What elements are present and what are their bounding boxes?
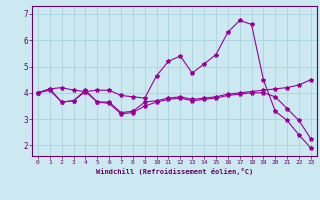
X-axis label: Windchill (Refroidissement éolien,°C): Windchill (Refroidissement éolien,°C) bbox=[96, 168, 253, 175]
